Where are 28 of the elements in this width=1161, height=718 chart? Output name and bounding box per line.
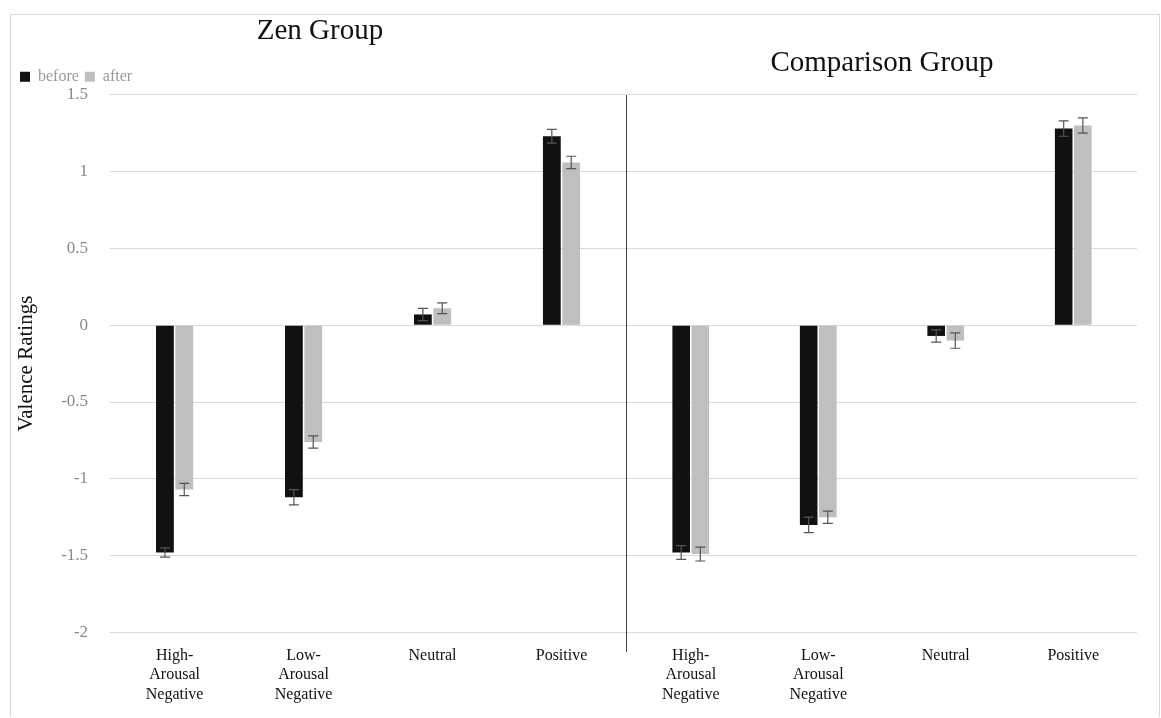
bar xyxy=(542,136,561,325)
x-tick-label: High-Arousal Negative xyxy=(145,646,204,703)
x-tick-label: Positive xyxy=(535,646,588,664)
chart-title: Comparison Group xyxy=(770,45,994,78)
y-tick-label: -1 xyxy=(73,468,89,488)
bar xyxy=(304,325,323,442)
y-tick-label: 0 xyxy=(79,314,89,334)
bar xyxy=(433,308,452,325)
y-tick-label: -2 xyxy=(73,621,89,641)
x-tick-label: High-Arousal Negative xyxy=(661,646,720,703)
x-tick-label: Low-Arousal Negative xyxy=(274,646,333,703)
y-axis-title: Valence Ratings xyxy=(13,295,38,432)
y-tick-label: 1.5 xyxy=(66,84,89,104)
bar xyxy=(156,325,174,553)
x-tick-label: Neutral xyxy=(408,646,458,664)
chart-title: Zen Group xyxy=(256,13,384,46)
x-tick-label: Neutral xyxy=(921,646,971,664)
y-tick-label: 0.5 xyxy=(66,237,89,257)
bar xyxy=(285,325,303,498)
y-tick-label: -1.5 xyxy=(61,545,89,565)
legend-label: after xyxy=(102,67,133,84)
bar xyxy=(562,162,581,325)
x-tick-label: Low-Arousal Negative xyxy=(789,646,848,703)
y-tick-label: -0.5 xyxy=(61,391,89,411)
legend-label: before xyxy=(38,67,79,84)
x-tick-label: Positive xyxy=(1047,646,1100,664)
bar xyxy=(175,325,194,490)
y-tick-label: 1 xyxy=(79,161,89,181)
